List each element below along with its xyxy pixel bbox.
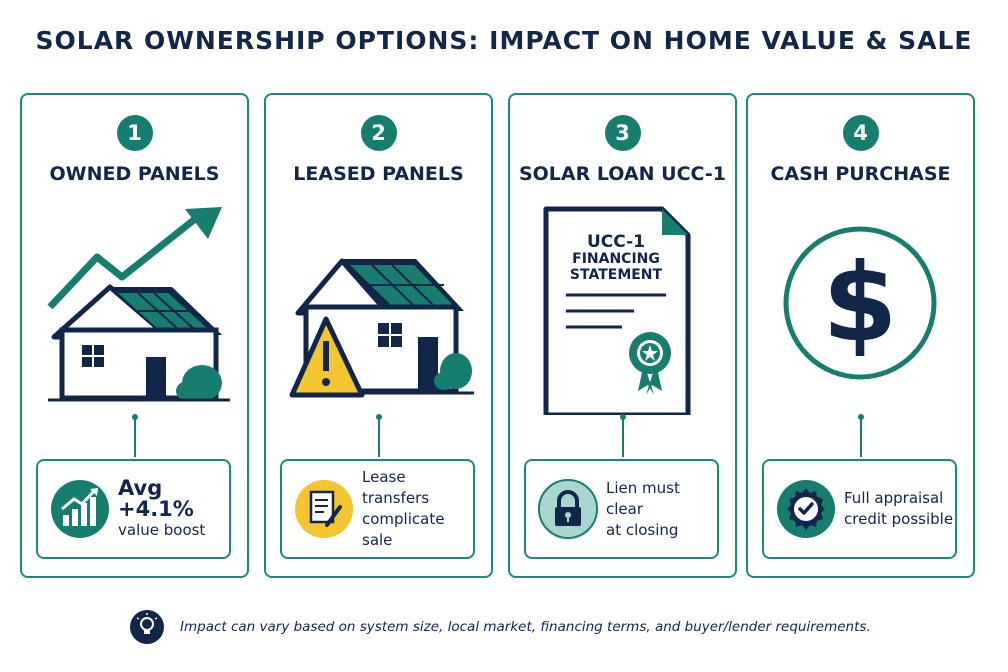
doc-line-3: STATEMENT xyxy=(570,267,663,283)
step-number: 1 xyxy=(116,115,153,151)
card-title: OWNED PANELS xyxy=(49,163,220,185)
info-line-1: Avg +4.1% xyxy=(118,475,194,521)
footer-text: Impact can vary based on system size, lo… xyxy=(180,619,871,635)
info-line-2: complicate sale xyxy=(362,510,445,549)
connector-line xyxy=(859,417,862,457)
card-title: LEASED PANELS xyxy=(293,163,464,185)
card-leased-panels: 2 LEASED PANELS Lease transfers xyxy=(264,93,493,578)
house-solar-growth-illustration xyxy=(47,207,230,402)
award-check-icon xyxy=(777,480,835,538)
connector-line xyxy=(377,417,380,457)
doc-line-1: UCC-1 xyxy=(587,232,645,252)
page-title: SOLAR OWNERSHIP OPTIONS: IMPACT ON HOME … xyxy=(35,26,973,55)
doc-line-2: FINANCING xyxy=(572,251,660,267)
info-line-2: credit possible xyxy=(844,510,954,528)
info-box: Avg +4.1% value boost xyxy=(36,459,231,559)
ucc1-document-illustration: UCC-1 FINANCING STATEMENT xyxy=(543,206,691,415)
card-title: CASH PURCHASE xyxy=(770,163,951,185)
card-solar-loan-ucc1: 3 SOLAR LOAN UCC-1 UCC-1 FINANCING STATE… xyxy=(508,93,737,578)
document-pen-icon xyxy=(295,480,353,538)
dollar-coin-illustration: $ xyxy=(783,226,937,380)
step-number: 3 xyxy=(604,115,641,151)
info-line-2: value boost xyxy=(118,520,206,539)
footer-note: Impact can vary based on system size, lo… xyxy=(130,610,871,644)
card-title: SOLAR LOAN UCC-1 xyxy=(518,163,727,185)
info-line-1: Lien must clear xyxy=(606,478,680,518)
step-number: 4 xyxy=(842,115,879,151)
info-line-1: Full appraisal xyxy=(844,489,944,507)
info-box: Lien must clear at closing xyxy=(524,459,719,559)
card-cash-purchase: 4 CASH PURCHASE $ Full appraisal credit … xyxy=(746,93,975,578)
info-box: Lease transfers complicate sale xyxy=(280,459,475,559)
info-line-1: Lease transfers xyxy=(362,468,430,507)
info-box: Full appraisal credit possible xyxy=(762,459,957,559)
house-solar-warning-illustration xyxy=(289,258,474,398)
dollar-sign-icon: $ xyxy=(822,241,897,366)
info-line-2: at closing xyxy=(606,520,679,539)
lock-icon xyxy=(538,479,598,539)
step-number: 2 xyxy=(360,115,397,151)
card-owned-panels: 1 OWNED PANELS Avg +4.1% va xyxy=(20,93,249,578)
connector-line xyxy=(133,417,136,457)
connector-line xyxy=(621,417,624,457)
lightbulb-icon xyxy=(130,610,164,644)
trending-chart-icon xyxy=(51,480,109,538)
